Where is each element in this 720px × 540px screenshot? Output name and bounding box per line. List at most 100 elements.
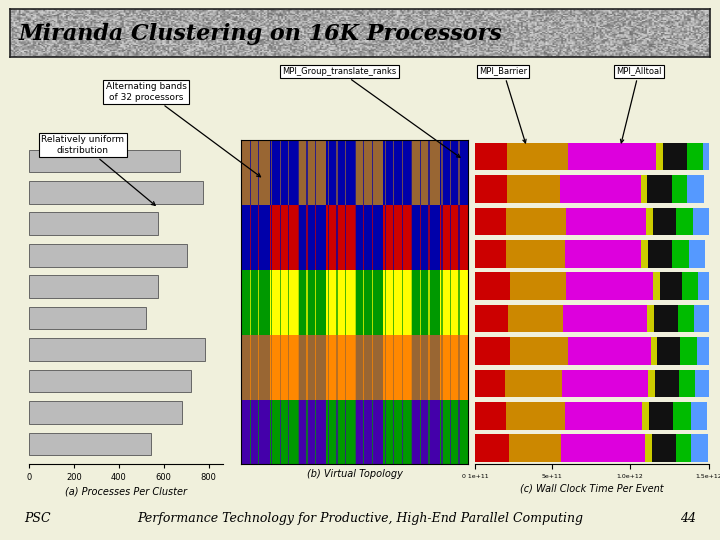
Bar	[411, 140, 413, 205]
Bar	[565, 240, 641, 267]
Bar	[250, 270, 251, 335]
Bar	[672, 175, 688, 202]
Bar	[411, 400, 440, 464]
Bar	[241, 205, 269, 270]
Bar	[384, 140, 386, 205]
Text: Relatively uniform
distribution: Relatively uniform distribution	[41, 136, 156, 205]
Bar	[694, 305, 711, 332]
Bar	[363, 205, 364, 270]
Bar	[411, 140, 440, 205]
Bar	[384, 205, 386, 270]
Bar	[345, 140, 346, 205]
Bar	[29, 244, 187, 267]
Bar	[363, 270, 364, 335]
Bar	[411, 400, 413, 464]
Bar	[428, 140, 430, 205]
Bar	[298, 335, 299, 400]
Bar	[384, 335, 386, 400]
Bar	[647, 305, 654, 332]
Bar	[298, 140, 299, 205]
Bar	[688, 143, 703, 171]
Bar	[355, 140, 383, 205]
Bar	[441, 335, 443, 400]
Bar	[566, 207, 646, 235]
Bar	[271, 270, 272, 335]
Bar	[691, 434, 708, 462]
Bar	[269, 140, 298, 205]
Bar	[420, 270, 421, 335]
Bar	[250, 400, 251, 464]
Bar	[695, 369, 711, 397]
Bar	[298, 205, 299, 270]
Bar	[509, 434, 561, 462]
Bar	[393, 270, 395, 335]
Bar	[688, 175, 703, 202]
Bar	[280, 270, 281, 335]
X-axis label: (b) Virtual Topology: (b) Virtual Topology	[307, 469, 402, 478]
Bar	[450, 140, 451, 205]
Bar	[241, 400, 269, 464]
Bar	[336, 205, 338, 270]
Bar	[269, 400, 298, 464]
Bar	[420, 335, 421, 400]
Bar	[328, 270, 329, 335]
Bar	[475, 207, 506, 235]
Bar	[450, 335, 451, 400]
Bar	[675, 207, 693, 235]
Bar	[241, 335, 243, 400]
Bar	[693, 207, 709, 235]
Bar	[441, 205, 443, 270]
Bar	[660, 273, 682, 300]
Bar	[411, 270, 440, 335]
Bar	[29, 338, 205, 361]
Bar	[567, 143, 656, 171]
Bar	[271, 140, 272, 205]
Bar	[561, 434, 645, 462]
Bar	[654, 305, 678, 332]
Bar	[672, 240, 689, 267]
Bar	[652, 434, 675, 462]
Bar	[568, 337, 651, 365]
Bar	[689, 240, 706, 267]
Bar	[298, 270, 326, 335]
Bar	[402, 270, 403, 335]
Bar	[288, 335, 289, 400]
Bar	[315, 400, 316, 464]
Bar	[355, 335, 383, 400]
Bar	[372, 140, 373, 205]
Bar	[450, 400, 451, 464]
Bar	[258, 140, 259, 205]
Bar	[510, 273, 566, 300]
Bar	[475, 143, 508, 171]
Bar	[508, 143, 567, 171]
Bar	[328, 400, 329, 464]
Bar	[372, 335, 373, 400]
Bar	[280, 140, 281, 205]
Bar	[651, 337, 657, 365]
Bar	[402, 205, 403, 270]
Bar	[258, 400, 259, 464]
Bar	[363, 140, 364, 205]
Bar	[428, 270, 430, 335]
Bar	[269, 205, 298, 270]
Bar	[475, 434, 509, 462]
Bar	[315, 205, 316, 270]
Bar	[241, 400, 243, 464]
Bar	[326, 400, 355, 464]
Bar	[372, 400, 373, 464]
Text: MPI_Barrier: MPI_Barrier	[480, 66, 527, 143]
Bar	[345, 270, 346, 335]
Text: MPI_Alltoal: MPI_Alltoal	[616, 66, 662, 143]
Bar	[288, 270, 289, 335]
Bar	[475, 175, 507, 202]
Bar	[653, 207, 675, 235]
Bar	[336, 140, 338, 205]
Bar	[288, 140, 289, 205]
Bar	[280, 205, 281, 270]
Bar	[506, 402, 565, 430]
Bar	[336, 270, 338, 335]
Bar	[288, 400, 289, 464]
Bar	[258, 270, 259, 335]
Bar	[646, 207, 653, 235]
Bar	[363, 335, 364, 400]
